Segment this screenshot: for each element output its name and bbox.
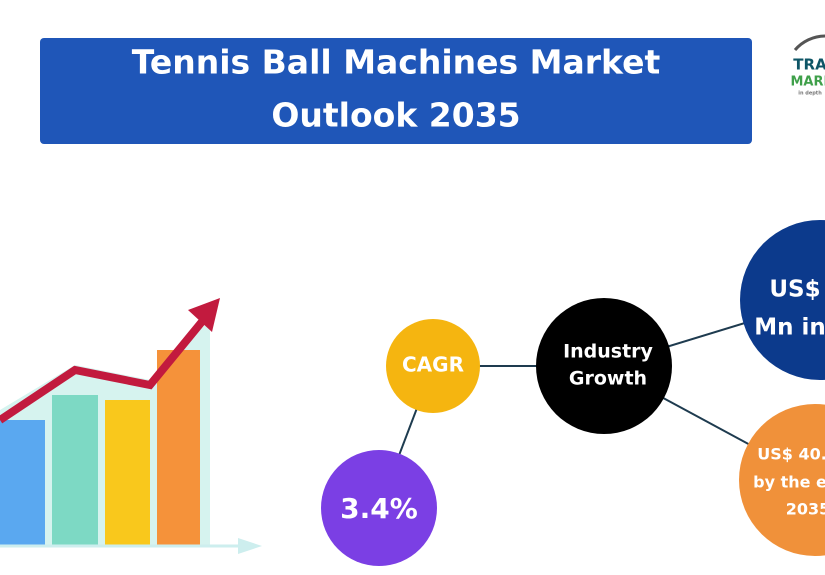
node-label: Growth <box>569 368 647 390</box>
node-label: Industry <box>563 341 653 363</box>
growth-illustration <box>0 298 262 554</box>
logo-text: MARK <box>790 75 825 90</box>
node-label: CAGR <box>402 353 464 377</box>
node-label: by the e <box>753 473 825 492</box>
title-line: Tennis Ball Machines Market <box>132 43 661 82</box>
node-circle <box>536 298 672 434</box>
logo-tagline: in depth <box>798 91 822 97</box>
logo-text: TRA <box>793 56 825 74</box>
node-label: 3.4% <box>340 492 418 525</box>
logo-arc <box>793 34 825 52</box>
title-box <box>40 38 752 144</box>
node-label: 2035 <box>786 500 825 519</box>
node-circle <box>321 450 437 566</box>
node-circle <box>386 319 480 413</box>
node-label: US$ 40. <box>757 445 825 464</box>
node-label: US$ <box>769 277 820 303</box>
node-circle <box>739 404 825 556</box>
title-line: Outlook 2035 <box>271 96 520 135</box>
node-label: Mn in <box>754 315 825 341</box>
node-circle <box>740 220 825 380</box>
